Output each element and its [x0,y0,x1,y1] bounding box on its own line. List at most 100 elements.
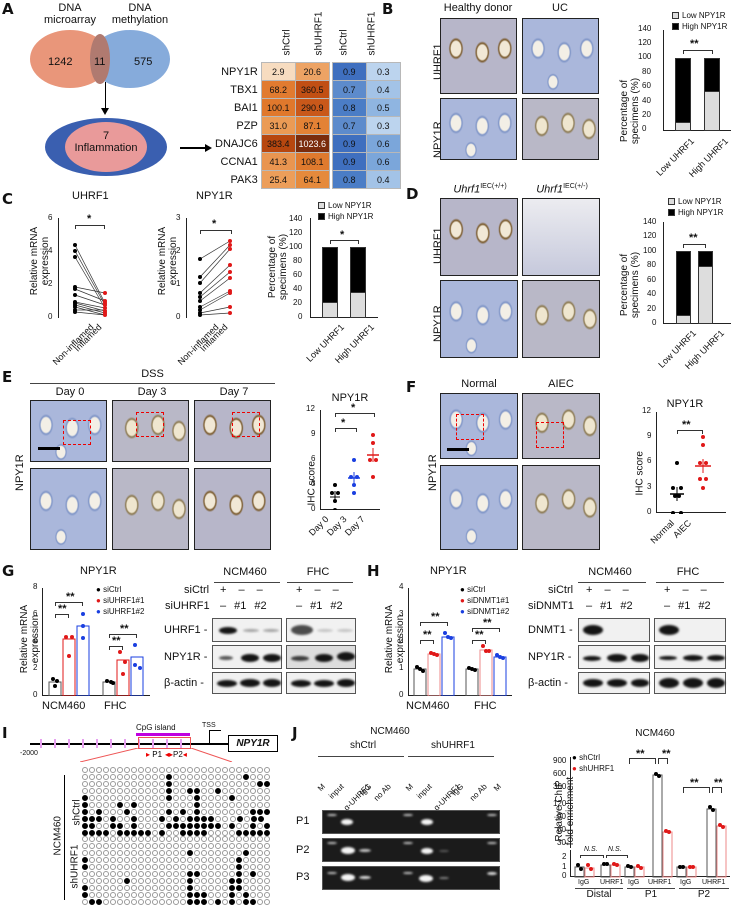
panel-i-label: I [2,724,8,742]
scale-bar [447,448,469,451]
y-axis-label: Percentage of specimens (%) [267,233,289,301]
ihc-image [522,98,599,160]
venn-left-title: DNA microarray [44,2,96,26]
gene-box: NPY1R [228,735,278,752]
bar-low [704,91,720,131]
western-blot [212,645,282,669]
significance-bracket [75,225,105,229]
ihc-overview-image [440,393,518,459]
col-title: Uhrf1IEC(+/+) [453,183,507,196]
scatter-plot [670,435,711,514]
panel-j-label: J [292,724,298,742]
panel-b-label: B [382,0,394,18]
y-axis-mid [570,798,571,848]
venn-right-title: DNA methylation [111,2,169,26]
plot-title: NPY1R [80,565,117,577]
heatmap-row: PZP 31.0 87.1 0.7 0.3 [215,116,401,135]
inflammation-ellipse [65,122,147,172]
significance-bracket [420,640,434,644]
significance-bracket [420,622,448,626]
siUHRF1-values-ncm460: – #1 #2 [220,600,267,612]
y-axis-label: Relative mRNA expression [19,604,41,674]
bar-low [322,302,338,318]
bar-high [676,251,691,324]
right-arrow-icon [205,144,212,152]
significance-bracket [683,787,710,793]
y-axis-label: Relative mRNA expression [29,226,51,296]
significance-bracket [55,614,69,618]
ihc-image [440,280,518,358]
legend: Low NPY1R High NPY1R [672,10,727,32]
ihc-image [522,198,600,276]
paired-line-plot [73,243,107,317]
western-blot [578,618,650,642]
western-blot [212,618,282,642]
methylation-lollipop-shuhrf1 [82,836,270,906]
row-title: NPY1R [427,454,439,491]
significance-bracket [330,240,359,244]
ihc-zoom-image [194,468,271,550]
western-blot [286,618,356,642]
grouped-bar-chart [413,631,507,696]
ihc-overview-image [30,400,107,462]
venn-overlap [90,34,110,84]
panel-a-label: A [2,0,14,18]
bar-chart-axes [408,588,512,696]
siCtrl-values-fhc: + – – [296,584,339,596]
inflammation-label: 7 Inflammation [74,130,138,154]
right-arrow-line [180,147,208,149]
down-arrow-icon [101,108,109,115]
plot-title: NPY1R [666,398,704,410]
paired-line-plot [198,239,232,317]
plot-title: UHRF1 [72,190,109,202]
western-blot [286,672,356,694]
scatter-axes [656,412,726,513]
tss-arrow-icon [209,730,221,731]
primer-p2: ◂▸P2◂ [165,750,187,759]
plot-title: NPY1R [196,190,233,202]
heatmap-col-header: shCtrl [281,29,293,56]
legend: ● siCtrl ● siUHRF1#1 ● siUHRF1#2 [96,585,145,616]
heatmap-row: TBX1 68.2 360.5 0.7 0.4 [215,80,401,99]
significance-bracket [55,602,83,606]
significance-bracket [683,244,706,248]
siCtrl-values-ncm460: + – – [586,584,629,596]
treatment-line [30,383,275,384]
y-axis-label: Percentage of specimens (%) [619,251,641,319]
zoom-box [63,420,91,445]
methylation-lollipop-shctrl [82,767,270,837]
significance-bracket [712,787,722,793]
lane-labels: M input α-UHRF1 IgG no Ab M input α-UHRF… [315,782,504,813]
cpg-sites [34,739,194,748]
ns-bracket [580,855,604,858]
western-blot [654,645,726,669]
chip-bar-chart [574,772,727,878]
zoom-box [536,422,564,448]
y-axis-label: Relative mRNA expression [157,226,179,296]
ihc-zoom-image [112,468,189,550]
ihc-image [440,98,517,160]
zoom-box [232,412,260,437]
ihc-image [522,280,600,358]
western-blot [578,645,650,669]
amplicon-box [138,737,191,749]
bar-chart-axes [663,30,731,131]
agarose-gel [322,838,500,862]
western-blot [286,645,356,669]
tss-label: TSS [202,722,216,729]
siCtrl-values-fhc: + – – [664,584,707,596]
bar-chart-axes [42,588,150,696]
chip-title: NCM460 [635,728,675,739]
significance-bracket [472,628,500,632]
col-title: Uhrf1IEC(+/-) [536,183,588,196]
legend: Low NPY1R High NPY1R [318,200,373,222]
bar-chart-axes [310,218,378,318]
significance-bracket [677,430,703,434]
panel-g-label: G [2,562,15,580]
significance-bracket [200,230,232,234]
heatmap-col-header: shCtrl [338,29,350,56]
cpg-island-label: CpG island [136,723,176,732]
grouped-bar-chart [48,612,144,696]
ihc-image [440,198,518,276]
y-axis-label: Percentage of specimens (%) [619,77,641,145]
